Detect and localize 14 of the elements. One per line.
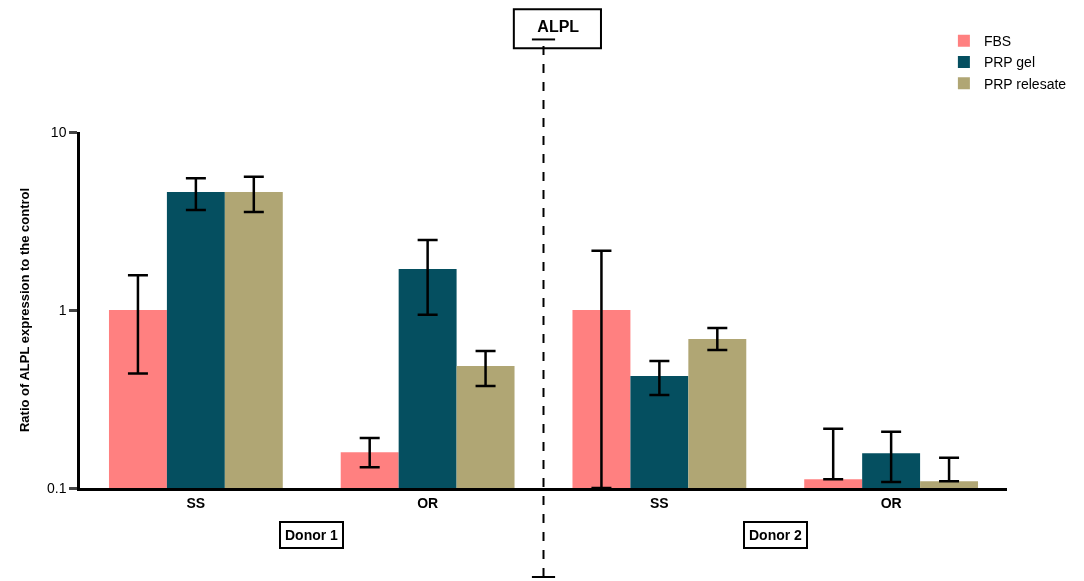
legend-label: PRP relesate [983,75,1067,92]
y-tick-label: 10 [50,123,67,140]
y-tick-label: 1 [58,301,67,318]
y-tick-label: 0.1 [46,479,67,496]
legend-label: FBS [983,33,1012,50]
text: Donor 1 [285,527,339,543]
x-tick-label: OR [417,494,439,511]
x-tick-label: OR [880,494,902,511]
x-tick-label: SS [186,494,206,511]
x-tick-label: SS [650,494,669,511]
text: Donor 2 [749,527,803,543]
y-axis-title: Ratio of ALPL expression to the control [16,187,32,433]
chart-title: ALPL [537,17,580,35]
legend-label: PRP gel [983,54,1035,71]
